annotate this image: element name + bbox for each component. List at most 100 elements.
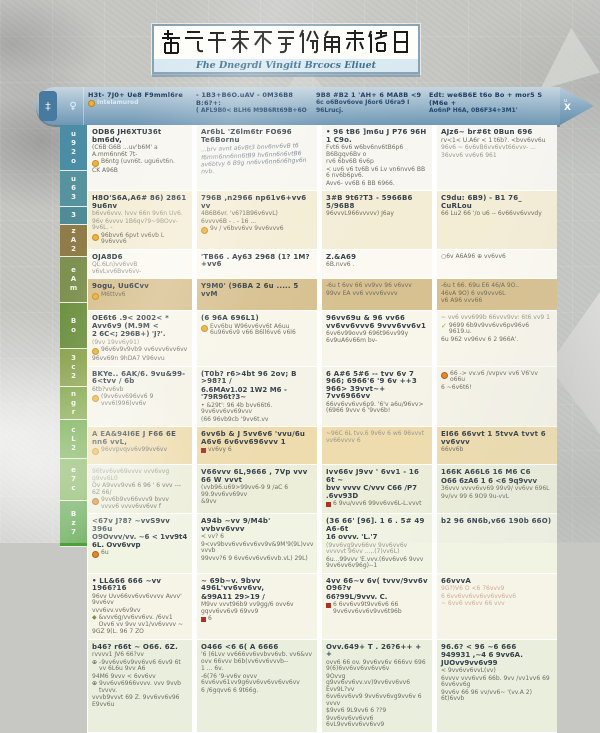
table-cell: 3#B 9t6?T3 - 5966B6 5/96B8 96vvvL966vvvvv… <box>322 191 432 249</box>
table-row: b46? r66t ~ O66. 6Z. rvvvv1 JV6 66?vv ⊕ -9v… <box>87 639 557 733</box>
cell-text-line: OE6t6 .9< 2002< * Avv6v9 (M.9M < <box>92 314 169 330</box>
square-red-icon <box>201 617 206 622</box>
dot-yellow-icon <box>92 160 99 167</box>
table-cell: V66vvv 6L,9666 , 7Vp vvv 66 W vvvt (vvb96… <box>197 465 317 513</box>
cell-text-line: 9Ovvg g9vv6vv6vv.vv)9vv6vv6vv6 Evv9L?vv <box>326 672 411 693</box>
cell-text-line: A94b ~vv 9/M4b' vvbvv6vvv <box>201 517 271 533</box>
cell-bullet-line: 96vvpvqvv6v99vv6vv <box>92 446 188 455</box>
dot-yellow-icon <box>92 233 99 241</box>
cell-text-line: 6tb?vv6vb <box>92 385 124 393</box>
table-cell: A94b ~vv 9/M4b' vvbvv6vvv < vv? 6 9<vv9bvv… <box>197 514 317 573</box>
cell-text-line: 6vv6vv6vv9 9vv6vv6vg9vv6v 6 vvvv <box>326 693 422 707</box>
table-cell: Y9M0' (96BA 2 6u ..... 5 vvM <box>197 279 317 310</box>
cell-text-line: 166K A66L6 16 M6 C6 <box>441 468 531 476</box>
cell-text-line: 99vv EA vv6 vvvv6vvvv <box>326 289 398 297</box>
cell-text-line: v6 A96 vvv66 <box>441 297 483 304</box>
table-cell: C9du: 6B9) - B1 76_ CuRLou 66 Lu2 66 '/o … <box>437 191 557 249</box>
cell-text-line: BKYe.. 6AK/6. 9vu&99-6<tvv / 6b <box>92 369 186 385</box>
cell-text-line: ~96C 6L tvv.6 9v6v 6 w6 96vvvt vv66vvvv … <box>326 430 425 444</box>
cell-text-line: b6vv6vvv. lvvv 66n 9v6n Uv6. <box>92 210 183 217</box>
cell-text-line: ovv6 66 ov. 9vv6vv6v 666vv 696 9(6)6vv6v… <box>326 658 426 672</box>
cell-text-line: OJA8D6 <box>92 252 123 261</box>
cell-text-line: 796B ,n2966 np61v6+vv6 vv <box>201 194 307 210</box>
cell-bullet-line: 6 <box>201 615 313 623</box>
cell-text-line: ~ 69b~v. 9bvv 496L'vv6vv6vv, <box>201 576 265 592</box>
cell-text-line: AJz6~ br#6t 0Bun 696 <box>441 128 533 136</box>
title-subtitle: Fhe Dnegrdi Vingiti Brcocs Eliuet <box>154 59 418 72</box>
cell-text-line: 1 ... 6v. <box>201 665 224 672</box>
cell-text-line: V66vvv 6L,9666 , 7Vp vvv 66 W vvvt <box>201 468 308 484</box>
cell-text-line: 949931 ,~4 6 9vv6A. JUOvv9vv6v99 <box>441 651 523 667</box>
sidebar-label: Bz7 <box>69 510 78 537</box>
cell-text-line: • &29t': 96 4b bvv66t6. 9vv6vv6vv69vvv <box>201 401 273 415</box>
cell-text-line: (9vv 19vv6y91) <box>92 338 140 346</box>
table-cell: A EA&94I6E J F66 6E nn6 vvL, 96vvpvqvv6v9… <box>88 427 192 464</box>
cell-text-line: Y9M0' (96BA 2 6u ..... 5 vvM <box>201 282 299 298</box>
table-cell: b2 96 6N6b,v66 190b 66O) <box>437 514 557 573</box>
cell-text-line: rvvvv1 JV6 66?vv <box>92 651 144 658</box>
cell-text-line: -6(76 '9-vv6v ovvv 6vv6vv61vv9g6vv6vv6vv… <box>201 672 300 686</box>
cell-text-line: 6vv6b & J 5vv6v6 'vvu/6u A6v6 6v6vv696vv… <box>201 430 306 446</box>
cell-text-line: $9vv6 9L9vv6 6 ??9 <box>326 707 387 714</box>
table-cell: (6 96A 696L1) Evv6bu W96vv6vv6t A6uu 6u96… <box>197 311 317 366</box>
sidebar-segment: u92o <box>60 125 87 171</box>
header-columns: H3t- 7J0+ Ue8 F9mml6re Intelamured - 1B3+B… <box>88 91 558 123</box>
diamond-icon: ◆ <box>92 614 97 621</box>
cell-text-line: < uv6 v6 tv6B v6 Lv vn6nvv6 BB 6 nv6b6pv… <box>326 165 426 179</box>
cell-text-line: O9Ovvv/vv. ~6 < 1vv9t4 6L. Ovv6vvp <box>92 533 188 549</box>
cell-bullet-line: ◆ &vvv6g/vv6vv6vv. /6vv1 Ovv6 vv 9vv vv1/… <box>92 614 188 628</box>
table-cell: 96.6? < 96 ~6 666 949931 ,~4 6 9vv6A. JUO… <box>437 639 557 732</box>
table-cell: (T0b? r6>4bt 96 2ov; B >98?1 /6.6MAv1.02… <box>197 366 317 426</box>
cell-text-line: -6u t 66. 69u E6 46/A 9O.. <box>441 282 520 289</box>
sidebar-segment: zA2 <box>60 225 87 257</box>
table-cell: 796B ,n2966 np61v6+vv6 vv 4B6B6vr. 'v6?1B… <box>197 191 317 249</box>
table-cell: 96vv69u & 96 vv66 vv6vv6vvv6 9vvv6vv6v1 6… <box>322 311 432 366</box>
cell-text-line: &99A11 29>19 / <box>201 592 265 601</box>
cell-text-line: O66 6zA6 1 6 <6 9q9vvv <box>441 476 538 485</box>
cell-text-line: < 9vv6vv6vvL(vv) <box>441 667 496 674</box>
header-subtext: 6c o6Bov6ove J6or6 U6ra9 I 96Lrucj. <box>316 99 424 115</box>
table-body: ODB6 JH6XTU36t bm6dv, (C6B G6B ...uv'b6M'… <box>87 125 557 733</box>
cell-text-line: 66?99L/9vvv. C. <box>326 592 388 601</box>
table-cell: (36 66' [96]. 1 6 . 5# 49 A6-6t 16 ovvv. … <box>322 514 432 573</box>
cell-bullet-line: ✓ 9699 6b9v9vv6vv6pv96v6 9619.u. <box>441 322 553 336</box>
cell-text: 9vv6b9vv66vvv9 bvvv vvvv6 vvvv6vv6vv f <box>101 496 169 510</box>
sidebar-label: cL2 <box>69 425 78 453</box>
sidebar-segment: eAm <box>60 257 87 303</box>
cell-text: 96v6v9v9vb9 vv6vvv6vv6vv <box>101 346 188 353</box>
cell-text-line: 9GZ 9(L. 96 7 ZO <box>92 628 144 635</box>
cell-text-line: 96vvvL966vvvvv) J6ay <box>326 210 394 217</box>
dot-orange-icon <box>441 371 448 379</box>
cell-text-line: Ivv66v J9vv ' 6vv1 - 16 6t ~ <box>326 468 420 484</box>
cell-bullet-line: 6 9vu/vvv6 99vv6vv6L-L.vvvt <box>326 500 428 508</box>
cell-bullet-line: ⊕ 9vv6vv6966vvvv. vvv 9vvb tvvvv. <box>92 680 188 694</box>
cell-text: -9vv6vv6v9vv6vv6 6vv9 6t vv 6L6u 9vv A6 <box>99 658 181 672</box>
cell-text: 6 <box>208 615 212 622</box>
sidebar-label: 3 <box>69 211 78 220</box>
dot-orange-icon <box>92 551 99 558</box>
cell-bullet-line: 96v6v9v9vb9 vv6vvv6vv6vv <box>92 346 188 355</box>
circle-plus-icon: ⊕ <box>92 680 98 687</box>
cell-text-line: 6u 962 vv96vv 6 2 966A'. <box>441 335 519 343</box>
cell-text-line: (66 96vb9cb '9vv6t.vv <box>201 415 269 423</box>
cell-text-line: (36 66' [96]. 1 6 . 5# 49 A6-6t <box>326 517 425 533</box>
cell-text: 66 -> vv.v6 /vvpvv vv6 V6'vv o66u <box>450 369 538 383</box>
sidebar-label: u63 <box>69 175 78 202</box>
cell-bullet-line: 66 -> vv.v6 /vvpvv vv6 V6'vv o66u <box>441 369 553 384</box>
table-cell: 66vvvA 9G?)V6 O <6 76vvv9 6 6vv6vv6vv6vv6v… <box>437 573 557 639</box>
table-cell: 4vv 66~v 6v( tvvv/9vv6v O96?v 66?99L/9vvv… <box>322 573 432 639</box>
table-cell: 96tvv6vv69vvvv vvv6vvg g9vv6L0 Ov A9vvv9v… <box>88 465 192 513</box>
cell-text-line: 66vvvA <box>441 576 472 585</box>
cell-text-line: 4vv 66~v 6v( tvvv/9vv6v O96?v <box>326 576 428 592</box>
cell-text-line: (6 96A 696L1) <box>201 314 259 322</box>
cell-text-line: 9vv6vv6vv6vv6 6vL9vv6vv6vv6vv9 <box>326 714 385 728</box>
title-glyph-art: 插乞干禾不亐份甪赤佬日 <box>160 27 413 59</box>
table-cell: <67v J?8? ~vvS9vv 396u O9Ovvv/vv. ~6 < 1v… <box>88 514 192 573</box>
title-box: 插乞干禾不亐份甪赤佬日 Fhe Dnegrdi Vingiti Brcocs E… <box>152 24 420 74</box>
cell-text-line: M9vv vvvt96b9 vv9gg/6 ovv6v gqvv6vv6v9 6… <box>201 601 294 615</box>
header-text: - 1B3+B6O.uAV - 0M36B8 B:6?+: <box>196 91 294 107</box>
sidebar-label: eAm <box>69 266 78 293</box>
cell-text-line: b46? r66t ~ O66. 6Z. <box>92 642 178 651</box>
row-index-sidebar: u92o u63 3 zA2 eAm Bo 3c2 ngr cL2 e7c Bz7 <box>60 125 87 547</box>
cell-text-line: ODB6 JH6XTU36t bm6dv, <box>92 128 162 144</box>
